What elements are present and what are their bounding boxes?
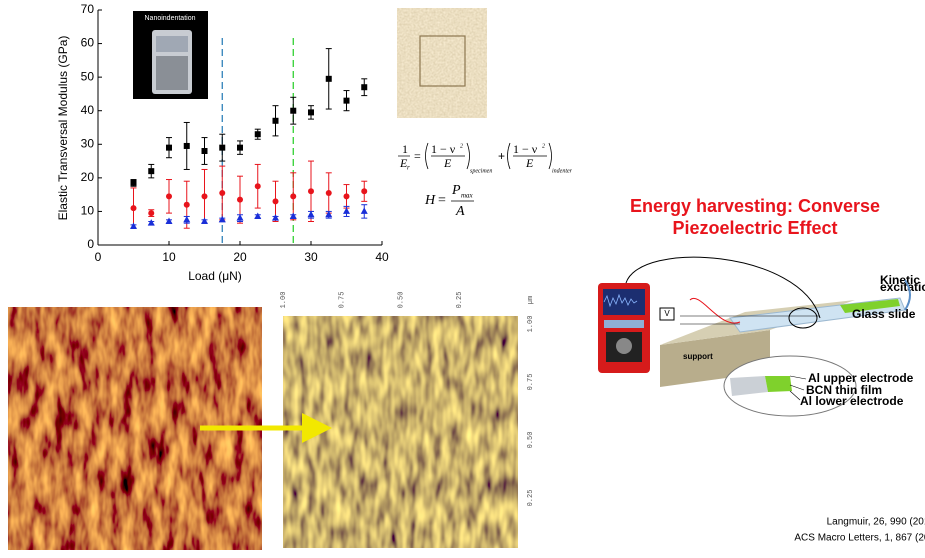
data-point <box>131 180 137 186</box>
data-point <box>166 193 172 199</box>
afm-image <box>283 316 518 548</box>
data-point <box>255 183 261 189</box>
formula-text: + <box>498 149 505 163</box>
x-tick-label: 20 <box>233 250 247 264</box>
formula-text: H <box>424 193 436 208</box>
y-tick-label: 60 <box>81 36 95 50</box>
formula-text: specimen <box>470 168 492 174</box>
diagram-label: V <box>664 309 670 318</box>
afm-tick: 0.25 <box>527 490 535 507</box>
formula-text: 2 <box>542 143 545 149</box>
harvest-title: Piezoelectric Effect <box>672 218 837 238</box>
afm-tick: 1.00 <box>527 316 535 333</box>
data-point <box>326 76 332 82</box>
x-tick-label: 10 <box>162 250 176 264</box>
data-point <box>254 212 261 219</box>
data-point <box>237 145 243 151</box>
reference: Langmuir, 26, 990 (2010 <box>827 517 925 528</box>
y-tick-label: 70 <box>81 2 95 16</box>
data-point <box>255 131 261 137</box>
data-point <box>148 168 154 174</box>
formula-text: 1 <box>402 142 408 156</box>
data-point <box>308 188 314 194</box>
formula-text: A <box>455 204 465 219</box>
formula-text: 1 − ν <box>513 142 538 156</box>
data-point <box>202 193 208 199</box>
data-point <box>308 109 314 115</box>
y-axis-label: Elastic Transversal Modulus (GPa) <box>56 36 70 221</box>
photo: Nanoindentation <box>133 11 208 99</box>
diagram-label: excitation <box>880 280 925 294</box>
formula-text: E <box>525 156 534 170</box>
data-point <box>166 218 173 225</box>
afm-tick: 0.50 <box>397 292 405 309</box>
data-point <box>361 84 367 90</box>
page: Nanoindentation 1 E r = 1 − ν 2 E specim… <box>0 0 925 558</box>
data-point <box>184 143 190 149</box>
data-point <box>273 198 279 204</box>
x-axis-label: Load (μN) <box>188 269 242 283</box>
formula-text: max <box>461 192 474 200</box>
data-point <box>202 148 208 154</box>
topography-image <box>397 8 487 118</box>
data-point <box>219 145 225 151</box>
slide: Nanoindentation 1 E r = 1 − ν 2 E specim… <box>0 0 925 558</box>
data-point <box>344 98 350 104</box>
afm-unit: µm <box>527 296 535 304</box>
harvest: Energy harvesting: Converse Piezoelectri… <box>598 196 925 416</box>
harvest-title: Energy harvesting: Converse <box>630 196 880 216</box>
data-point <box>166 145 172 151</box>
x-tick-label: 0 <box>95 250 102 264</box>
data-point <box>237 197 243 203</box>
afm-tick: 1.00 <box>280 292 288 309</box>
afm-tick: 0.75 <box>339 292 347 309</box>
afm-tick: 0.75 <box>527 374 535 391</box>
data-point <box>219 190 225 196</box>
y-tick-label: 0 <box>87 237 94 251</box>
formula: 1 E r = 1 − ν 2 E specimen + 1 − ν 2 E i… <box>398 142 573 219</box>
data-point <box>290 108 296 114</box>
data-point <box>272 214 279 221</box>
data-point <box>326 190 332 196</box>
formula-text: 1 − ν <box>431 142 456 156</box>
diagram-label: Al lower electrode <box>800 394 904 408</box>
data-point <box>130 223 137 230</box>
data-point <box>184 202 190 208</box>
afm-tick: 0.25 <box>456 292 464 309</box>
y-tick-label: 40 <box>81 103 95 117</box>
y-tick-label: 10 <box>81 204 95 218</box>
data-point <box>361 188 367 194</box>
data-point <box>290 193 296 199</box>
formula-text: 2 <box>460 143 463 149</box>
reference: ACS Macro Letters, 1, 867 (201 <box>794 533 925 544</box>
data-point <box>273 118 279 124</box>
data-point <box>344 193 350 199</box>
data-point <box>148 219 155 226</box>
x-tick-label: 30 <box>304 250 318 264</box>
y-tick-label: 30 <box>81 136 95 150</box>
chart: Load (μN) Elastic Transversal Modulus (G… <box>56 2 389 283</box>
formula-text: = <box>438 193 446 208</box>
formula-text: = <box>414 149 421 163</box>
formula-text: P <box>451 183 461 198</box>
data-point <box>131 205 137 211</box>
data-point <box>201 218 208 225</box>
formula-text: E <box>443 156 452 170</box>
x-tick-label: 40 <box>375 250 389 264</box>
photo-label: Nanoindentation <box>145 15 196 22</box>
data-point <box>290 212 297 219</box>
formula-text: r <box>407 164 410 172</box>
diagram-label: support <box>683 352 713 361</box>
data-point <box>148 210 154 216</box>
y-tick-label: 50 <box>81 69 95 83</box>
data-point <box>219 216 226 223</box>
afm-tick: 0.50 <box>527 432 535 449</box>
formula-text: indenter <box>552 168 573 174</box>
y-tick-label: 20 <box>81 170 95 184</box>
data-point <box>361 207 368 214</box>
